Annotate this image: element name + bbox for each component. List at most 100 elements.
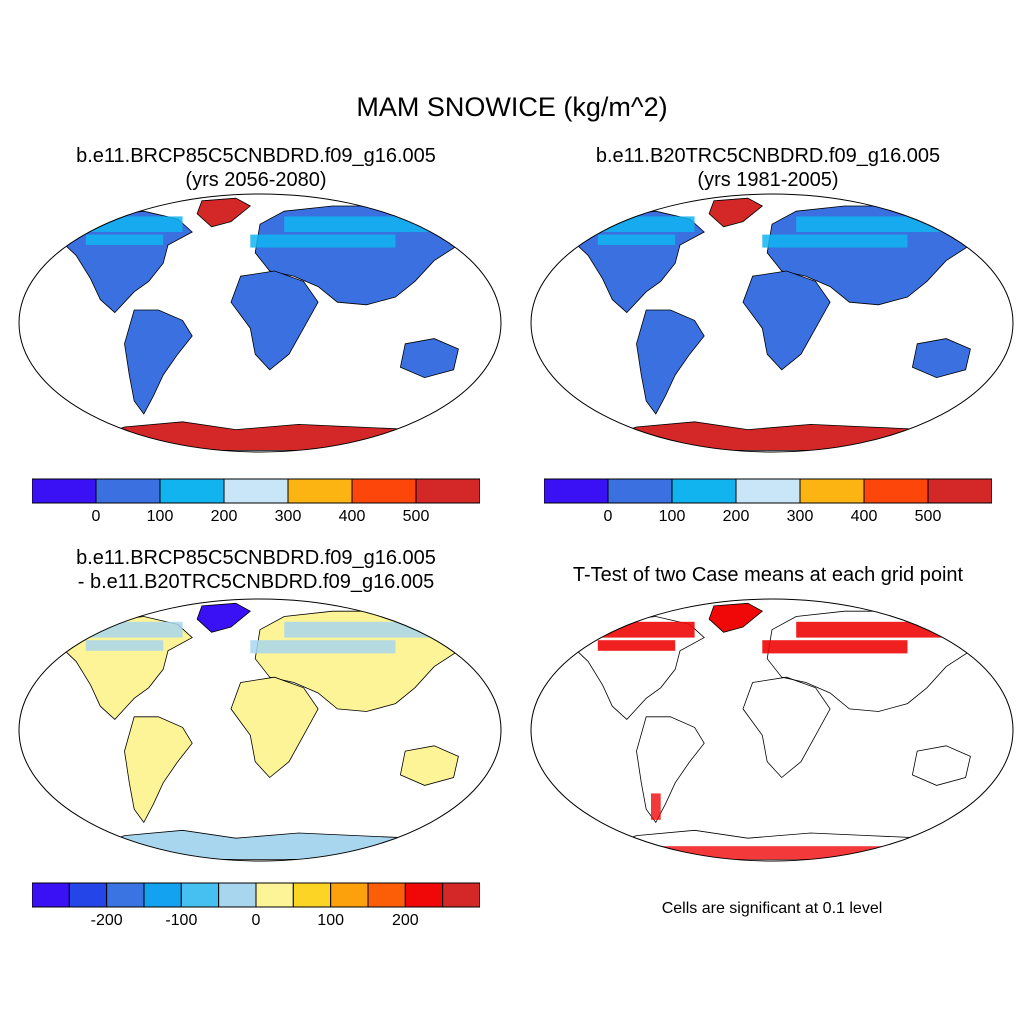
continent-southAmerica — [124, 309, 193, 415]
snow-band — [250, 234, 396, 248]
colorbar-difference — [32, 882, 480, 908]
colorbar-absolute-1-labels: 0 100 200 300 400 500 — [32, 508, 480, 528]
colorbar-tick-label: 200 — [391, 912, 419, 929]
snow-band — [250, 640, 396, 654]
colorbar-absolute-1 — [32, 478, 480, 504]
colorbar-difference-labels: -200 -100 0 100 200 — [32, 912, 480, 932]
colorbar-swatch — [292, 882, 332, 908]
colorbar-tick-label: 400 — [338, 508, 366, 525]
snow-band — [85, 234, 164, 245]
snow-band — [762, 640, 908, 654]
panel-1-title-line2: (yrs 2056-2080) — [185, 169, 327, 191]
panel-2-title-line1: b.e11.B20TRC5CNBDRD.f09_g16.005 — [595, 145, 941, 167]
continent-africa — [742, 270, 831, 371]
colorbar-swatch — [68, 882, 108, 908]
colorbar-swatch — [671, 478, 737, 504]
colorbar-swatch — [180, 882, 220, 908]
colorbar-swatch — [143, 882, 182, 908]
panel-3-title: b.e11.BRCP85C5CNBDRD.f09_g16.005 - b.e11… — [16, 546, 496, 594]
colorbar-tick-label: 300 — [786, 508, 814, 525]
snow-band — [85, 640, 164, 651]
snow-band — [588, 216, 695, 232]
snow-band — [597, 234, 676, 245]
continent-australia — [399, 745, 459, 786]
colorbar-swatch — [218, 882, 257, 908]
colorbar-tick-label: 100 — [658, 508, 686, 525]
map-border — [530, 193, 1014, 453]
snow-band — [762, 234, 908, 248]
colorbar-swatch — [106, 882, 145, 908]
panel-2-title-line2: (yrs 1981-2005) — [697, 169, 839, 191]
map-border — [530, 598, 1014, 862]
colorbar-swatch — [32, 882, 70, 908]
snow-band — [588, 621, 695, 638]
colorbar-swatch — [415, 478, 480, 504]
map-border — [18, 598, 502, 862]
colorbar-swatch — [159, 478, 225, 504]
continent-southAmerica — [636, 716, 705, 824]
colorbar-tick-label: 200 — [210, 508, 238, 525]
snow-band — [76, 216, 183, 232]
panel-2-title: b.e11.B20TRC5CNBDRD.f09_g16.005 (yrs 198… — [528, 144, 1008, 192]
colorbar-swatch — [863, 478, 929, 504]
panel-1-title: b.e11.BRCP85C5CNBDRD.f09_g16.005 (yrs 20… — [16, 144, 496, 192]
colorbar-swatch — [442, 882, 480, 908]
colorbar-swatch — [735, 478, 801, 504]
colorbar-tick-label: 0 — [251, 912, 261, 929]
panel-4-title-line1: T-Test of two Case means at each grid po… — [572, 564, 964, 586]
colorbar-swatch — [287, 478, 353, 504]
panel-3-title-line1: b.e11.BRCP85C5CNBDRD.f09_g16.005 — [76, 547, 436, 569]
continent-australia — [911, 338, 971, 379]
continent-northAmerica — [568, 616, 705, 720]
colorbar-tick-label: 200 — [722, 508, 750, 525]
colorbar-swatch — [351, 478, 417, 504]
continent-africa — [230, 676, 319, 779]
continent-greenland — [196, 197, 252, 228]
map-panel-ttest — [530, 598, 1014, 862]
colorbar-tick-label: -100 — [165, 912, 198, 929]
colorbar-swatch — [607, 478, 673, 504]
snow-band — [597, 640, 676, 651]
significant-cells — [651, 793, 661, 820]
colorbar-tick-label: 400 — [850, 508, 878, 525]
continent-southAmerica — [636, 309, 705, 415]
continent-greenland — [196, 602, 252, 633]
map-panel-difference — [18, 598, 502, 862]
colorbar-tick-label: -200 — [90, 912, 123, 929]
colorbar-swatch — [544, 478, 609, 504]
continent-africa — [230, 270, 319, 371]
colorbar-swatch — [927, 478, 992, 504]
colorbar-swatch — [32, 478, 97, 504]
continent-australia — [911, 745, 971, 786]
map-border — [18, 193, 502, 453]
map-panel-future — [18, 193, 502, 453]
figure-title: MAM SNOWICE (kg/m^2) — [356, 92, 668, 122]
colorbar-absolute-2 — [544, 478, 992, 504]
colorbar-swatch — [223, 478, 289, 504]
panel-3-title-line2: - b.e11.B20TRC5CNBDRD.f09_g16.005 — [77, 571, 435, 593]
snow-band — [796, 216, 956, 232]
colorbar-tick-label: 0 — [603, 508, 613, 525]
significant-cells — [626, 846, 947, 860]
map-panel-historical — [530, 193, 1014, 453]
colorbar-swatch — [799, 478, 865, 504]
colorbar-tick-label: 300 — [274, 508, 302, 525]
continent-southAmerica — [124, 716, 193, 824]
colorbar-tick-label: 500 — [914, 508, 942, 525]
colorbar-tick-label: 100 — [146, 508, 174, 525]
colorbar-absolute-2-labels: 0 100 200 300 400 500 — [544, 508, 992, 528]
snow-band — [796, 621, 956, 638]
continent-greenland — [708, 602, 764, 633]
significance-note: Cells are significant at 0.1 level — [661, 900, 883, 917]
colorbar-swatch — [367, 882, 406, 908]
colorbar-tick-label: 500 — [402, 508, 430, 525]
panel-1-title-line1: b.e11.BRCP85C5CNBDRD.f09_g16.005 — [76, 145, 436, 167]
continent-greenland — [708, 197, 764, 228]
colorbar-tick-label: 100 — [317, 912, 345, 929]
continent-africa — [742, 676, 831, 779]
panel-4-title: T-Test of two Case means at each grid po… — [528, 563, 1008, 587]
snow-band — [284, 621, 444, 638]
continent-australia — [399, 338, 459, 379]
snow-band — [284, 216, 444, 232]
colorbar-swatch — [95, 478, 161, 504]
